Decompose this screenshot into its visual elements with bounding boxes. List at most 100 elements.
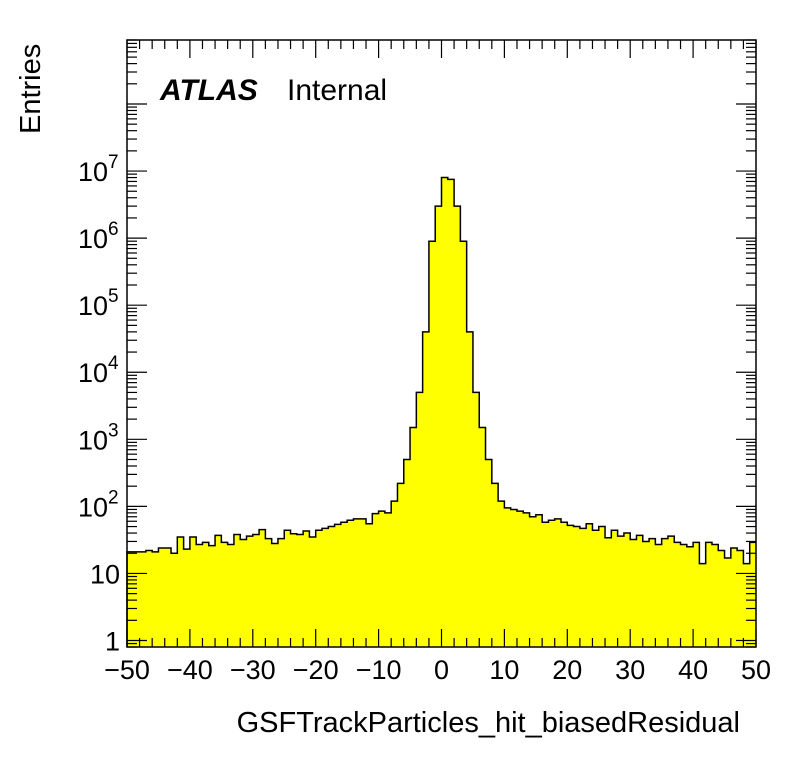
histogram-bin [321,528,329,647]
histogram-bin [240,539,247,647]
histogram-bin [189,536,197,647]
histogram-bin [416,392,424,647]
y-axis-title: Entries [15,44,47,134]
histogram-bin [561,522,568,647]
histogram-bin [737,550,744,647]
histogram-bin [328,526,335,647]
histogram-bin [372,513,379,647]
histogram-bin [548,520,556,647]
experiment-label: ATLAS [159,74,258,107]
histogram-bin [259,529,266,647]
histogram-bin [693,542,700,647]
histogram-bin [277,538,285,647]
histogram-bin [573,526,581,647]
histogram-bin [152,551,159,647]
x-tick-label: 50 [741,655,771,685]
histogram-bin [454,206,461,647]
histogram-bin [422,331,430,647]
histogram-bin [504,507,512,647]
histogram-bin [724,557,732,647]
histogram-bin [127,551,134,647]
y-tick-label: 107 [78,152,119,187]
histogram-bin [353,518,361,647]
y-axis-tick-labels: 1 10 102 103 104 105 106 107 [78,152,120,656]
x-tick-label: −50 [104,655,150,685]
histogram-bin [617,536,625,647]
histogram-bin [221,542,229,647]
histogram-bars [127,177,757,648]
histogram-bin [642,541,650,647]
x-tick-label: 30 [615,655,645,685]
histogram-bin [680,544,688,647]
y-tick-label: 10 [90,559,120,589]
histogram-bin [611,530,619,647]
x-tick-label: −30 [230,655,276,685]
y-axis-ticks [127,39,756,648]
histogram-bin [378,511,386,647]
histogram-bin [284,530,291,647]
y-tick-label: 104 [78,353,119,388]
histogram-bin [485,459,493,647]
histogram-bin [554,518,562,647]
histogram-bin [340,522,348,647]
histogram-bin [718,550,725,647]
x-tick-label: −40 [167,655,213,685]
histogram-bin [498,501,505,647]
histogram-bin [133,551,140,647]
histogram-bin [730,547,738,647]
y-tick-label: 103 [78,420,119,455]
histogram-bin [290,533,298,647]
histogram-bin [233,534,241,647]
histogram-bin [366,523,373,647]
x-tick-label: 20 [552,655,582,685]
histogram-bin [334,524,342,647]
histogram-bin [296,534,304,647]
histogram-bin [661,538,669,647]
histogram-bin [315,530,323,647]
histogram-bin [460,241,468,647]
histogram-bin [535,514,543,647]
histogram-bin [623,533,631,647]
histogram-bin [202,542,210,647]
histogram-bin [359,518,367,647]
histogram-bin [246,536,254,647]
histogram-bin [397,483,405,647]
histogram-bin [410,427,417,647]
histogram-bin [529,516,537,647]
histogram-bin [428,241,436,647]
histogram-bin [139,551,147,647]
histogram-bin [447,179,455,648]
histogram-bin [164,547,172,647]
histogram-bin [649,538,656,647]
y-tick-label: 1 [105,627,120,657]
x-tick-label: 10 [489,655,519,685]
histogram-bin [630,539,637,647]
histogram-bin [699,563,707,647]
y-tick-label: 105 [78,286,119,321]
histogram-bin [227,544,235,647]
histogram-bin [183,549,191,647]
histogram-bin [208,545,216,647]
x-axis-tick-labels: −50 −40 −30 −20 −10 0 10 20 30 40 50 [104,655,771,685]
x-tick-label: −10 [356,655,402,685]
histogram-bin [705,542,713,647]
x-tick-label: −20 [293,655,339,685]
histogram-bin [347,520,354,647]
histogram-bin [309,536,317,647]
x-tick-label: 40 [678,655,708,685]
histogram-bin [523,512,530,647]
histogram-bin [403,459,411,647]
histogram-bin [743,563,751,647]
histogram-bin [592,530,600,647]
histogram-bin [303,530,310,647]
status-label: Internal [287,74,387,107]
histogram-bin [686,546,694,647]
histogram-bin [441,177,449,648]
histogram-bin [674,542,681,647]
histogram-bin [567,525,574,647]
histogram-bin [586,523,593,647]
histogram-bin [491,483,499,647]
histogram-bin [265,538,273,647]
histogram-bin [196,544,203,647]
